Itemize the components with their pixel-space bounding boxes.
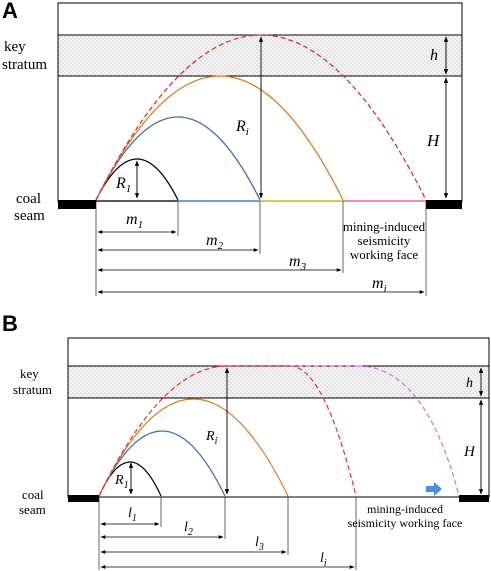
- panel-b-H-label: H: [463, 444, 476, 460]
- panel-b-arch-adv-right: [357, 365, 460, 497]
- panel-a-seam-right: [426, 200, 462, 209]
- panel-a-letter: A: [2, 0, 18, 23]
- panel-b-h-label: h: [466, 376, 473, 391]
- panel-b-li-label: li: [320, 551, 327, 569]
- panel-a-m3-label: m3: [289, 253, 307, 273]
- panel-a-m1-label: m1: [126, 211, 143, 231]
- panel-b-arch-i-right: [289, 365, 357, 497]
- panel-b-r1-label: R1: [114, 473, 129, 491]
- panel-b-l3-label: l3: [255, 535, 264, 553]
- panel-b-arch-2: [98, 430, 226, 497]
- panel-a-m2-label: m2: [206, 232, 224, 252]
- panel-b-arch-i-left: [98, 365, 228, 497]
- panel-b-l1-label: l1: [128, 506, 137, 524]
- panel-a-ri-label: Ri: [235, 118, 249, 138]
- panel-a-mi-label: mi: [372, 275, 387, 295]
- panel-b-seam-left: [68, 495, 99, 502]
- panel-b: B key stratum coal seam Ri R1 h H: [2, 311, 490, 570]
- panel-a-arch-2: [95, 116, 261, 201]
- panel-a-r1-label: R1: [115, 175, 131, 195]
- panel-a: A key stratum coal seam Ri R1 h H: [2, 0, 463, 296]
- panel-a-coal-label-1: coal: [16, 191, 41, 207]
- panel-b-seam-right: [459, 495, 489, 502]
- panel-a-key-stratum: [57, 34, 463, 77]
- panel-a-face-label-2: seismicity: [358, 233, 411, 248]
- panel-a-arch-3: [95, 75, 344, 201]
- panel-a-seam-left: [58, 200, 96, 209]
- panel-b-key-label-2: stratum: [13, 382, 52, 397]
- panel-b-ri-label: Ri: [205, 429, 218, 447]
- panel-a-H-label: H: [426, 131, 441, 150]
- panel-a-h-label: h: [430, 47, 438, 64]
- panel-b-arch-3: [98, 398, 289, 497]
- panel-a-face-label-3: working face: [350, 247, 418, 262]
- panel-b-l2-label: l2: [184, 520, 193, 538]
- panel-a-frame: [57, 2, 463, 202]
- panel-a-arch-1: [95, 158, 179, 201]
- panel-a-arch-i: [95, 34, 427, 201]
- panel-b-advance-arrow-icon: [426, 482, 442, 496]
- panel-a-key-label-1: key: [4, 39, 26, 55]
- panel-b-coal-label-1: coal: [22, 487, 44, 502]
- panel-a-face-label-1: mining-induced: [343, 219, 426, 234]
- panel-b-key-stratum: [67, 365, 490, 399]
- panel-a-key-label-2: stratum: [2, 57, 47, 73]
- panel-b-coal-label-2: seam: [19, 502, 46, 517]
- panel-b-face-label-2: seismicity working face: [348, 516, 463, 530]
- panel-b-face-label-1: mining-induced: [367, 502, 443, 516]
- panel-b-key-label-1: key: [20, 366, 39, 381]
- panel-b-letter: B: [2, 311, 18, 336]
- panel-a-coal-label-2: seam: [14, 208, 45, 224]
